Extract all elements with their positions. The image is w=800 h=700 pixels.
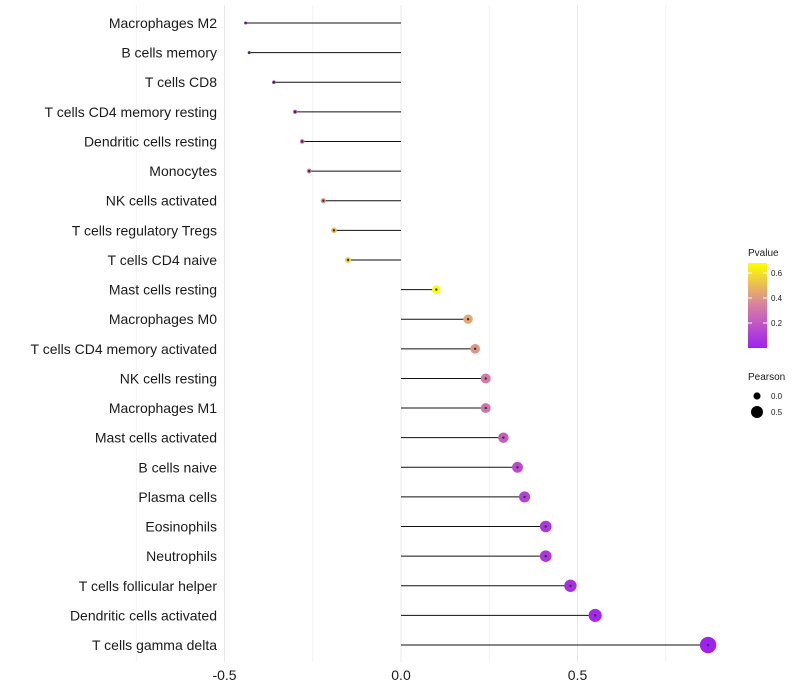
x-tick-label: -0.5 — [212, 667, 236, 683]
pearson-legend: Pearson 0.0 0.5 — [748, 372, 785, 418]
pvalue-legend-title: Pvalue — [748, 248, 779, 259]
category-label: T cells CD4 memory resting — [45, 104, 217, 120]
category-label: Dendritic cells resting — [84, 133, 217, 149]
lollipop-point-center — [293, 110, 297, 114]
category-label: T cells gamma delta — [92, 637, 217, 653]
pearson-legend-title: Pearson — [748, 372, 785, 383]
lollipop-point-center — [332, 229, 336, 232]
category-label: Macrophages M1 — [109, 400, 217, 416]
x-tick-label: 0.5 — [568, 667, 588, 683]
category-labels: Macrophages M2 B cells memory T cells CD8 T… — [31, 15, 218, 653]
pearson-legend-key — [753, 392, 761, 400]
lollipop-point-center — [484, 377, 487, 380]
category-label: NK cells resting — [120, 370, 217, 386]
lollipop-point-center — [248, 51, 251, 54]
pearson-legend-label: 0.0 — [771, 392, 783, 401]
lollipop-point-center — [244, 21, 247, 25]
lollipop-point-center — [484, 406, 487, 410]
pearson-legend-label: 0.5 — [771, 408, 783, 417]
category-label: Eosinophils — [145, 519, 217, 535]
lollipop-point-center — [523, 495, 526, 499]
category-label: B cells memory — [121, 45, 217, 61]
category-label: Plasma cells — [138, 489, 217, 505]
category-label: Monocytes — [149, 163, 217, 179]
category-label: Macrophages M0 — [109, 311, 217, 327]
category-label: T cells CD8 — [145, 74, 217, 90]
category-label: Macrophages M2 — [109, 15, 217, 31]
point-layer — [244, 21, 717, 654]
lollipop-point-center — [593, 614, 597, 617]
category-label: Dendritic cells activated — [70, 607, 217, 623]
lollipop-point-center — [308, 169, 311, 173]
category-label: Mast cells activated — [95, 430, 217, 446]
lollipop-point-center — [322, 199, 325, 202]
lollipop-point-center — [300, 140, 304, 143]
x-axis-ticks: -0.5 0.0 0.5 — [212, 667, 587, 683]
stem-layer — [245, 22, 709, 646]
pearson-legend-key — [751, 406, 763, 418]
colorbar-tick-label: 0.6 — [771, 269, 783, 278]
category-label: Mast cells resting — [109, 282, 217, 298]
lollipop-point-center — [569, 584, 572, 587]
category-label: Neutrophils — [146, 548, 217, 564]
colorbar-tick-label: 0.4 — [771, 294, 783, 303]
x-tick-label: 0.0 — [391, 667, 411, 683]
pearson-legend-keys: 0.0 0.5 — [751, 392, 783, 418]
category-label: T cells regulatory Tregs — [72, 222, 217, 238]
lollipop-point-center — [435, 288, 438, 291]
lollipop-point-center — [272, 81, 276, 84]
lollipop-point-center — [516, 466, 519, 469]
grid-layer — [135, 5, 667, 662]
category-label: NK cells activated — [106, 193, 217, 209]
lollipop-point-center — [502, 436, 505, 439]
lollipop-point-center — [346, 258, 350, 262]
category-label: T cells follicular helper — [79, 578, 218, 594]
pvalue-legend: Pvalue 0.2 0.4 0.6 — [748, 248, 783, 348]
category-label: T cells CD4 naive — [108, 252, 218, 268]
pvalue-colorbar — [748, 263, 767, 348]
pvalue-legend-ticks: 0.2 0.4 0.6 — [748, 269, 783, 328]
category-label: T cells CD4 memory activated — [31, 341, 217, 357]
lollipop-point-center — [466, 318, 470, 321]
category-label: B cells naive — [138, 459, 217, 475]
lollipop-point-center — [706, 643, 710, 647]
colorbar-tick-label: 0.2 — [771, 319, 783, 328]
lollipop-point-center — [544, 525, 547, 528]
lollipop-point-center — [544, 554, 547, 558]
lollipop-point-center — [473, 347, 477, 351]
